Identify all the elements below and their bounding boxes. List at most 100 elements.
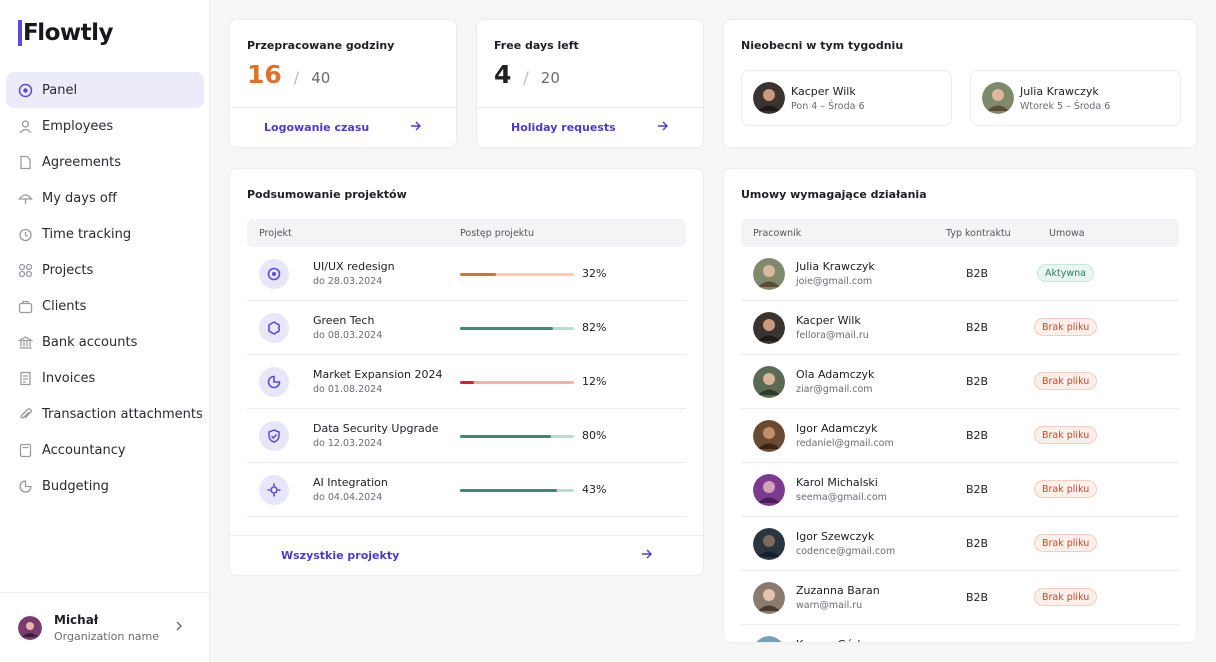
- absent-person[interactable]: Julia Krawczyk Wtorek 5 – Środa 6: [970, 70, 1181, 126]
- project-row[interactable]: AI Integration do 04.04.2024 43%: [247, 463, 686, 517]
- contracts-needing-action-card: Umowy wymagające działania Pracownik Typ…: [723, 168, 1197, 643]
- contract-row[interactable]: Kacper Górka: [741, 625, 1179, 643]
- progress-bar: [460, 381, 574, 384]
- clock-icon: [18, 227, 33, 242]
- sidebar-item-label: Invoices: [42, 370, 96, 386]
- project-name: AI Integration: [313, 476, 388, 489]
- column-header: Typ kontraktu: [946, 228, 1011, 239]
- avatar: [753, 474, 785, 506]
- target-icon: [259, 259, 289, 289]
- time-logging-link[interactable]: Logowanie czasu: [230, 107, 456, 147]
- arrow-right-icon: [642, 549, 652, 559]
- sidebar-item-bank-accounts[interactable]: Bank accounts: [6, 324, 204, 360]
- sidebar-nav: Panel Employees Agreements My days off Time …: [6, 72, 204, 504]
- card-title: Przepracowane godziny: [247, 39, 395, 52]
- sidebar-item-accountancy[interactable]: Accountancy: [6, 432, 204, 468]
- user-icon: [18, 119, 33, 134]
- project-name: Green Tech: [313, 314, 375, 327]
- avatar: [753, 312, 785, 344]
- employee-email: joie@gmail.com: [796, 276, 873, 287]
- status-badge: [1034, 642, 1096, 643]
- progress-bar: [460, 489, 574, 492]
- calculator-icon: [18, 443, 33, 458]
- status-badge: Brak pliku: [1034, 534, 1098, 552]
- hexagon-icon: [259, 313, 289, 343]
- status-badge: Brak pliku: [1034, 480, 1098, 498]
- sidebar: Flowtly Panel Employees Agreements My days …: [0, 0, 210, 662]
- project-row[interactable]: Data Security Upgrade do 12.03.2024 80%: [247, 409, 686, 463]
- contract-row[interactable]: Karol Michalski seema@gmail.com B2B Brak pl…: [741, 463, 1179, 517]
- logo[interactable]: Flowtly: [18, 20, 114, 46]
- sidebar-item-employees[interactable]: Employees: [6, 108, 204, 144]
- sidebar-item-budgeting[interactable]: Budgeting: [6, 468, 204, 504]
- employee-name: Julia Krawczyk: [796, 260, 875, 273]
- sidebar-item-label: My days off: [42, 190, 117, 206]
- project-row[interactable]: UI/UX redesign do 28.03.2024 32%: [247, 247, 686, 301]
- sidebar-item-panel[interactable]: Panel: [6, 72, 204, 108]
- sidebar-item-label: Clients: [42, 298, 87, 314]
- project-row[interactable]: Market Expansion 2024 do 01.08.2024 12%: [247, 355, 686, 409]
- progress-bar: [460, 273, 574, 276]
- umbrella-icon: [18, 191, 33, 206]
- holiday-requests-link[interactable]: Holiday requests: [477, 107, 703, 147]
- days-total: 20: [540, 69, 560, 87]
- card-title: Podsumowanie projektów: [247, 188, 407, 201]
- sidebar-item-projects[interactable]: Projects: [6, 252, 204, 288]
- sidebar-item-invoices[interactable]: Invoices: [6, 360, 204, 396]
- status-badge: Brak pliku: [1034, 318, 1098, 336]
- status-badge: Brak pliku: [1034, 588, 1098, 606]
- sidebar-item-transaction-attachments[interactable]: Transaction attachments: [6, 396, 204, 432]
- sidebar-item-label: Projects: [42, 262, 94, 278]
- sidebar-item-clients[interactable]: Clients: [6, 288, 204, 324]
- sidebar-item-label: Panel: [42, 82, 78, 98]
- progress-percent: 80%: [582, 429, 607, 442]
- sidebar-item-label: Time tracking: [42, 226, 132, 242]
- contract-type: B2B: [966, 591, 989, 604]
- sidebar-item-label: Accountancy: [42, 442, 126, 458]
- avatar: [18, 615, 42, 640]
- contract-row[interactable]: Igor Szewczyk codence@gmail.com B2B Brak pl…: [741, 517, 1179, 571]
- sidebar-item-label: Bank accounts: [42, 334, 138, 350]
- employee-name: Igor Adamczyk: [796, 422, 878, 435]
- avatar: [753, 82, 785, 114]
- sidebar-item-my-days-off[interactable]: My days off: [6, 180, 204, 216]
- employee-name: Igor Szewczyk: [796, 530, 875, 543]
- contract-row[interactable]: Julia Krawczyk joie@gmail.com B2B Aktywna: [741, 247, 1179, 301]
- column-header: Postęp projektu: [460, 228, 535, 239]
- dashboard-icon: [18, 83, 33, 98]
- contract-row[interactable]: Igor Adamczyk redaniel@gmail.com B2B Brak p…: [741, 409, 1179, 463]
- hours-total: 40: [311, 69, 331, 87]
- sidebar-item-time-tracking[interactable]: Time tracking: [6, 216, 204, 252]
- avatar: [756, 636, 782, 642]
- paperclip-icon: [18, 407, 33, 422]
- contracts-table-header: Pracownik Typ kontraktu Umowa: [741, 219, 1179, 247]
- status-badge: Brak pliku: [1034, 372, 1098, 390]
- user-profile[interactable]: Michał Organization name: [0, 592, 209, 662]
- contract-row[interactable]: Kacper Wilk fellora@mail.ru B2B Brak pliku: [741, 301, 1179, 355]
- shield-icon: [259, 421, 289, 451]
- card-title: Umowy wymagające działania: [741, 188, 927, 201]
- contract-row[interactable]: Zuzanna Baran warn@mail.ru B2B Brak pliku: [741, 571, 1179, 625]
- column-header: Projekt: [259, 228, 292, 239]
- absent-this-week-card: Nieobecni w tym tygodniu Kacper Wilk Pon…: [723, 19, 1197, 148]
- status-badge: Brak pliku: [1034, 426, 1098, 444]
- sidebar-item-label: Agreements: [42, 154, 121, 170]
- sidebar-item-label: Transaction attachments: [42, 406, 203, 422]
- all-projects-link[interactable]: Wszystkie projekty: [230, 535, 703, 575]
- project-deadline: do 28.03.2024: [313, 276, 383, 287]
- contract-row[interactable]: Ola Adamczyk ziar@gmail.com B2B Brak pliku: [741, 355, 1179, 409]
- worked-hours-card: Przepracowane godziny 16 / 40 Logowanie …: [229, 19, 457, 148]
- status-badge: Aktywna: [1037, 264, 1094, 282]
- gear-icon: [259, 475, 289, 505]
- progress-percent: 32%: [582, 267, 607, 280]
- column-header: Pracownik: [753, 228, 802, 239]
- project-row[interactable]: Green Tech do 08.03.2024 82%: [247, 301, 686, 355]
- bank-icon: [18, 335, 33, 350]
- contract-type: B2B: [966, 537, 989, 550]
- sidebar-item-agreements[interactable]: Agreements: [6, 144, 204, 180]
- absent-person[interactable]: Kacper Wilk Pon 4 – Środa 6: [741, 70, 952, 126]
- contract-type: B2B: [966, 429, 989, 442]
- chevron-right-icon[interactable]: [175, 621, 183, 631]
- contract-type: B2B: [966, 267, 989, 280]
- avatar: [753, 582, 785, 614]
